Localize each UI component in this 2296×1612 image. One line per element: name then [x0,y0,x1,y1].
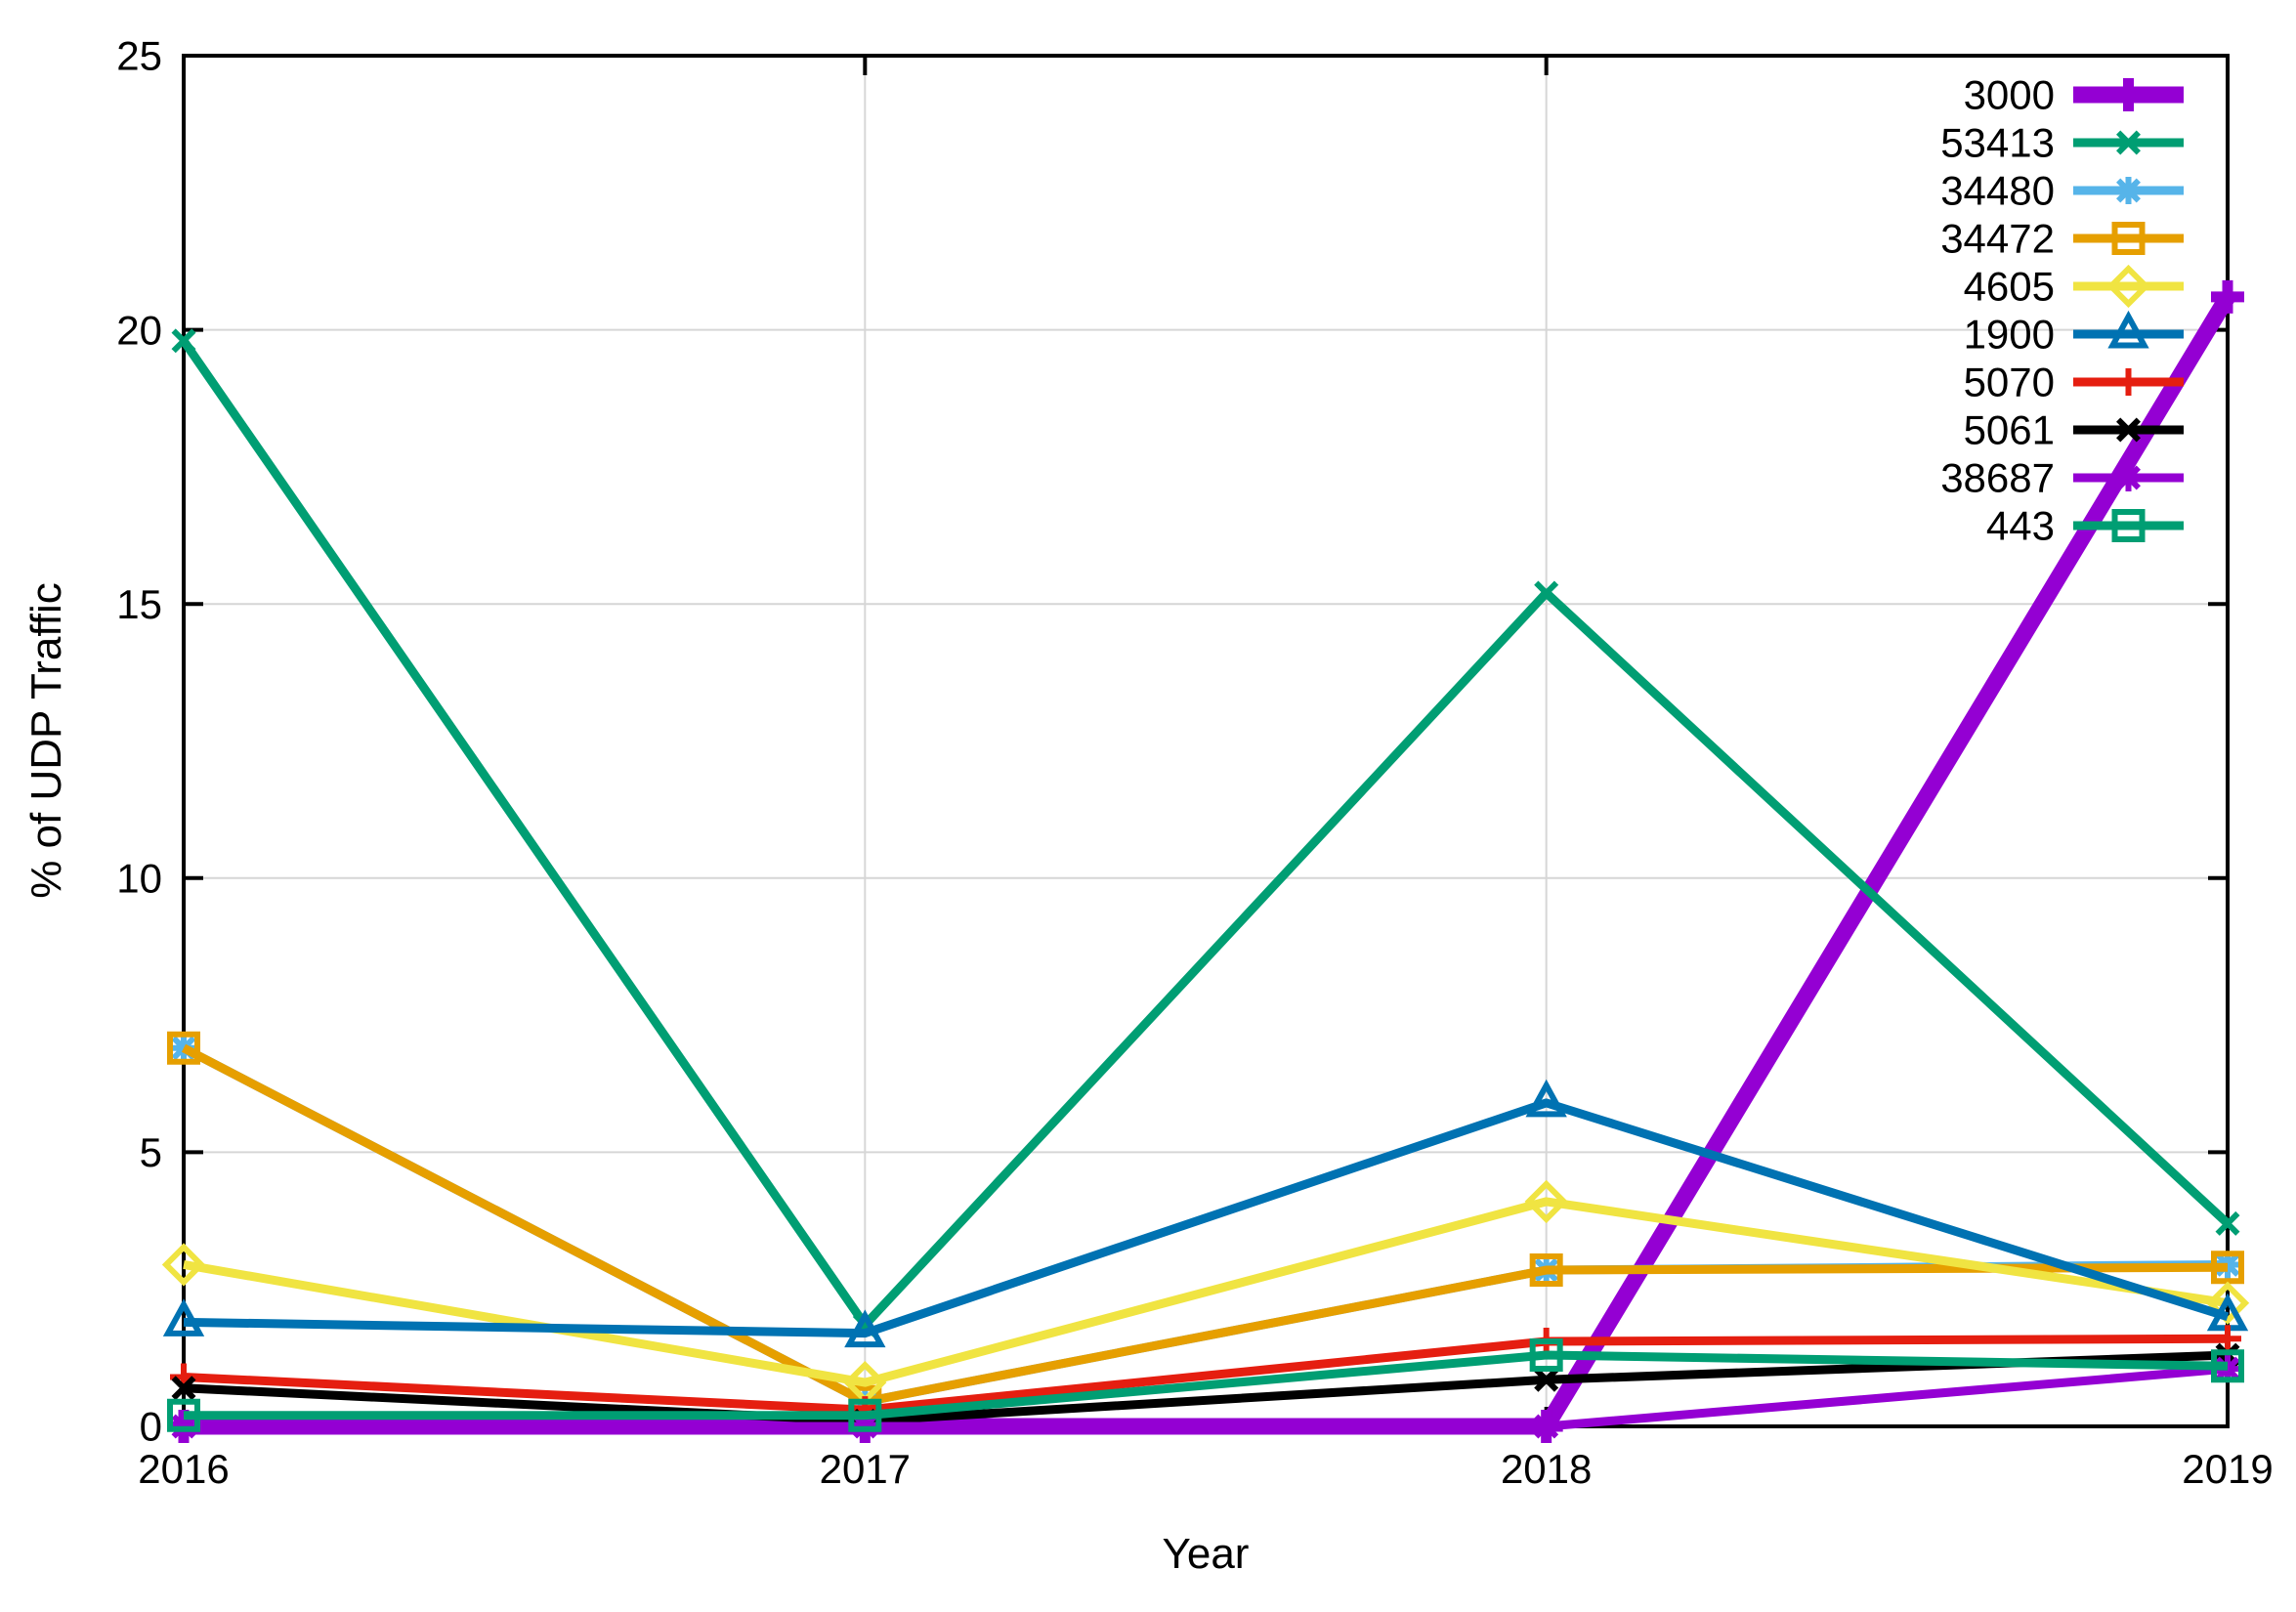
legend-53413-cross-icon [2116,130,2141,155]
series-line-34472 [181,1043,2229,1407]
legend-label-4605: 4605 [1964,264,2055,310]
x-tick-label: 2019 [2182,1446,2273,1492]
series-38687-asterisk-icon [1532,1413,1560,1440]
series-443-square-icon [167,1398,200,1432]
series-5070-plus-icon [2214,1325,2241,1353]
y-axis-title: % of UDP Traffic [22,582,70,899]
series-5061-cross-icon [1534,1367,1559,1392]
legend: 3000534133448034472460519005070506138687… [1940,72,2184,549]
legend-label-5061: 5061 [1964,407,2055,453]
series-line-4605 [183,1197,2229,1387]
series-line-443 [184,1350,2229,1421]
legend-label-34472: 34472 [1940,216,2055,262]
x-tick-label: 2017 [820,1446,911,1492]
legend-label-5070: 5070 [1964,360,2055,405]
series-5061-cross-icon [171,1376,196,1401]
series-53413-cross-icon [171,328,196,354]
grid-layer [184,56,2228,1426]
series-34480-asterisk-icon [2214,1251,2241,1279]
series-34472-square-icon [2211,1251,2244,1285]
series-1900-triangle-icon [162,1298,205,1336]
series-443-square-icon [1529,1338,1563,1373]
legend-label-3000: 3000 [1964,72,2055,118]
y-tick-label: 10 [116,856,162,902]
legend-label-38687: 38687 [1940,455,2055,501]
x-tick-label: 2016 [138,1446,229,1492]
series-1900-triangle-icon [844,1309,886,1348]
legend-label-34480: 34480 [1940,168,2055,214]
x-axis-title: Year [1163,1530,1250,1578]
series-443-square-icon [2211,1349,2244,1383]
series-line-53413 [180,338,2232,1330]
series-line-5061 [183,1350,2229,1425]
series-443-square-icon [848,1398,882,1432]
legend-38687-asterisk-icon [2114,464,2143,491]
series-53413-cross-icon [1534,580,1559,606]
series-layer [161,279,2250,1443]
legend-label-53413: 53413 [1940,120,2055,166]
tick-layer: 0 5 10 15 20 25 2016 2017 2018 2019 [116,33,2273,1492]
series-38687-asterisk-icon [2214,1355,2241,1383]
x-tick-label: 2018 [1501,1446,1592,1492]
legend-34472-square-icon [2111,222,2146,255]
series-1900-triangle-icon [1525,1079,1567,1118]
series-34472-square-icon [167,1031,200,1065]
series-3000-plus-icon [2211,279,2244,314]
y-tick-label: 25 [116,33,162,79]
legend-4605-diamond-icon [2106,264,2150,309]
legend-5070-plus-icon [2114,368,2143,396]
legend-label-1900: 1900 [1964,312,2055,358]
series-line-5070 [183,1334,2229,1415]
y-tick-label: 0 [140,1404,162,1450]
legend-5061-cross-icon [2116,417,2141,443]
y-tick-label: 15 [116,581,162,627]
legend-3000-plus-icon [2111,78,2146,111]
y-tick-label: 20 [116,307,162,353]
series-line-1900 [183,1098,2230,1338]
legend-34480-asterisk-icon [2114,177,2143,204]
y-tick-label: 5 [140,1129,162,1175]
legend-1900-triangle-icon [2107,310,2149,349]
series-4605-diamond-icon [161,1243,206,1287]
series-34472-square-icon [1529,1253,1563,1288]
legend-443-square-icon [2111,509,2146,542]
series-4605-diamond-icon [1524,1179,1568,1224]
series-53413-cross-icon [2215,1210,2240,1236]
series-line-38687 [184,1364,2229,1431]
series-4605-diamond-icon [2205,1281,2250,1325]
legend-label-443: 443 [1986,503,2055,549]
